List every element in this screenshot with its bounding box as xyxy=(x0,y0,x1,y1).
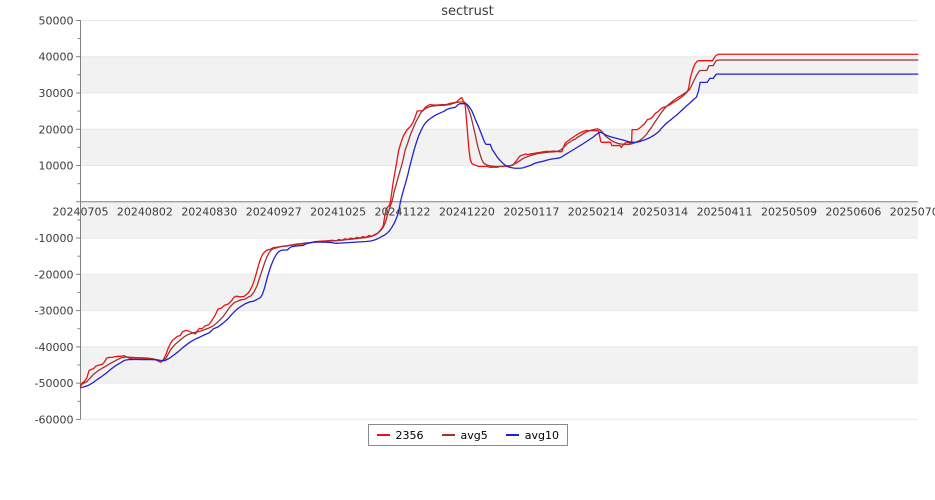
legend-swatch-avg10-icon xyxy=(505,433,519,437)
background-band xyxy=(80,56,918,93)
x-tick-label: 20250411 xyxy=(697,206,753,219)
series-line-2356 xyxy=(79,53,919,386)
legend-swatch-avg5-icon xyxy=(441,433,455,437)
chart-title: sectrust xyxy=(441,4,493,19)
legend-item-2356: 2356 xyxy=(376,428,424,442)
x-tick-label: 20250314 xyxy=(632,206,688,219)
x-tick-label: 20240705 xyxy=(53,206,109,219)
x-tick-label: 20250214 xyxy=(568,206,624,219)
y-tick-label: 20000 xyxy=(39,123,74,136)
y-tick-label: 40000 xyxy=(39,51,74,64)
series-line-avg5 xyxy=(79,59,919,387)
background-band xyxy=(80,346,918,384)
y-tick-label: -50000 xyxy=(35,377,74,390)
background-band xyxy=(80,274,918,311)
background-band xyxy=(80,201,918,239)
chart-legend: 2356 avg5 avg10 xyxy=(367,424,568,446)
x-tick-label: 20240927 xyxy=(246,206,302,219)
x-tick-label: 20250704 xyxy=(890,206,935,219)
y-tick-label: -10000 xyxy=(35,232,74,245)
legend-label-avg10: avg10 xyxy=(524,428,559,442)
legend-label-2356: 2356 xyxy=(395,428,424,442)
x-tick-label: 20240802 xyxy=(117,206,173,219)
x-tick-label: 20240830 xyxy=(181,206,237,219)
y-tick-label: -20000 xyxy=(35,268,74,281)
legend-item-avg5: avg5 xyxy=(441,428,488,442)
y-tick-label: 50000 xyxy=(39,14,74,27)
x-tick-label: 20241220 xyxy=(439,206,495,219)
series-line-avg10 xyxy=(79,73,919,389)
y-tick-label: -40000 xyxy=(35,341,74,354)
x-tick-label: 20250606 xyxy=(825,206,881,219)
y-tick-label: 30000 xyxy=(39,87,74,100)
x-tick-label: 20241122 xyxy=(375,206,431,219)
y-tick-label: -30000 xyxy=(35,305,74,318)
x-tick-label: 20250509 xyxy=(761,206,817,219)
legend-item-avg10: avg10 xyxy=(505,428,559,442)
y-tick-label: -60000 xyxy=(35,413,74,426)
legend-swatch-2356-icon xyxy=(376,433,390,437)
x-tick-label: 20250117 xyxy=(503,206,559,219)
y-tick-label: 10000 xyxy=(39,160,74,173)
x-tick-label: 20241025 xyxy=(310,206,366,219)
legend-label-avg5: avg5 xyxy=(460,428,488,442)
